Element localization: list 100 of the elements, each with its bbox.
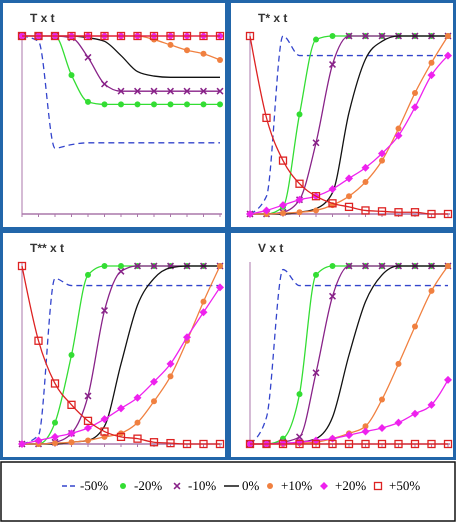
point bbox=[118, 101, 124, 108]
legend-label: -10% bbox=[188, 478, 216, 493]
point bbox=[216, 283, 224, 292]
point bbox=[68, 439, 74, 446]
point bbox=[362, 428, 370, 436]
point bbox=[394, 132, 402, 140]
point bbox=[217, 57, 223, 64]
point bbox=[295, 180, 304, 188]
point bbox=[313, 207, 319, 214]
point bbox=[428, 400, 436, 409]
point bbox=[118, 263, 124, 269]
point bbox=[182, 440, 192, 448]
point bbox=[84, 54, 92, 61]
point bbox=[378, 424, 386, 432]
point bbox=[184, 47, 190, 54]
point bbox=[216, 88, 224, 95]
point bbox=[346, 193, 352, 200]
point bbox=[168, 42, 174, 48]
point bbox=[262, 114, 271, 122]
point bbox=[116, 432, 126, 442]
point bbox=[150, 88, 158, 95]
point bbox=[428, 60, 434, 66]
point bbox=[345, 174, 353, 182]
point bbox=[378, 207, 386, 216]
point bbox=[394, 418, 402, 427]
point bbox=[428, 71, 436, 80]
point bbox=[394, 440, 403, 448]
point bbox=[411, 103, 419, 112]
legend-label: -20% bbox=[134, 478, 162, 493]
point bbox=[167, 88, 174, 95]
point bbox=[100, 427, 109, 436]
point bbox=[329, 60, 336, 68]
legend-label: 0% bbox=[242, 478, 260, 493]
point bbox=[378, 440, 386, 448]
point bbox=[216, 440, 224, 448]
point bbox=[184, 101, 190, 108]
point bbox=[217, 101, 223, 108]
point bbox=[134, 394, 142, 402]
point bbox=[330, 263, 336, 269]
point bbox=[412, 324, 418, 330]
point bbox=[134, 420, 140, 426]
point bbox=[296, 433, 303, 440]
point bbox=[328, 199, 337, 208]
point bbox=[118, 88, 124, 95]
point bbox=[312, 369, 320, 376]
point bbox=[246, 32, 254, 40]
point bbox=[68, 352, 74, 358]
point bbox=[330, 33, 336, 39]
point bbox=[444, 210, 452, 218]
point bbox=[411, 410, 419, 418]
point bbox=[101, 80, 108, 88]
point bbox=[50, 379, 60, 388]
point bbox=[100, 415, 108, 424]
legend-label: -50% bbox=[80, 478, 108, 493]
point bbox=[18, 262, 26, 270]
point bbox=[428, 288, 434, 294]
point bbox=[444, 52, 452, 60]
point bbox=[427, 440, 436, 448]
point bbox=[362, 164, 370, 172]
point bbox=[200, 50, 206, 57]
point bbox=[183, 333, 191, 342]
point bbox=[85, 272, 91, 278]
point bbox=[34, 336, 43, 345]
point bbox=[328, 185, 336, 194]
point bbox=[427, 210, 436, 218]
point bbox=[184, 88, 190, 95]
point bbox=[379, 396, 385, 402]
point bbox=[278, 156, 288, 165]
legend-label: +10% bbox=[281, 478, 312, 493]
point bbox=[200, 101, 206, 108]
point bbox=[84, 416, 92, 426]
legend-label: +50% bbox=[389, 478, 420, 493]
point bbox=[296, 111, 302, 118]
point bbox=[166, 438, 175, 448]
point bbox=[166, 360, 174, 368]
point bbox=[396, 126, 402, 132]
point bbox=[344, 440, 354, 448]
point bbox=[444, 440, 452, 448]
point bbox=[379, 158, 385, 164]
point bbox=[312, 139, 320, 146]
point bbox=[410, 208, 420, 216]
point bbox=[200, 308, 208, 316]
point bbox=[262, 206, 270, 214]
point bbox=[378, 149, 386, 158]
point bbox=[118, 268, 124, 275]
point bbox=[84, 392, 92, 400]
point bbox=[312, 440, 320, 448]
point bbox=[444, 376, 452, 384]
point bbox=[345, 431, 353, 440]
chart-title: T** x t bbox=[30, 241, 64, 255]
point bbox=[51, 432, 59, 441]
point bbox=[396, 360, 402, 367]
point bbox=[296, 391, 302, 398]
point bbox=[168, 101, 174, 108]
legend-label: +20% bbox=[335, 478, 366, 493]
point bbox=[102, 263, 108, 269]
point bbox=[117, 404, 125, 412]
chart-title: V x t bbox=[258, 241, 284, 255]
point bbox=[362, 423, 368, 430]
point bbox=[150, 438, 158, 446]
